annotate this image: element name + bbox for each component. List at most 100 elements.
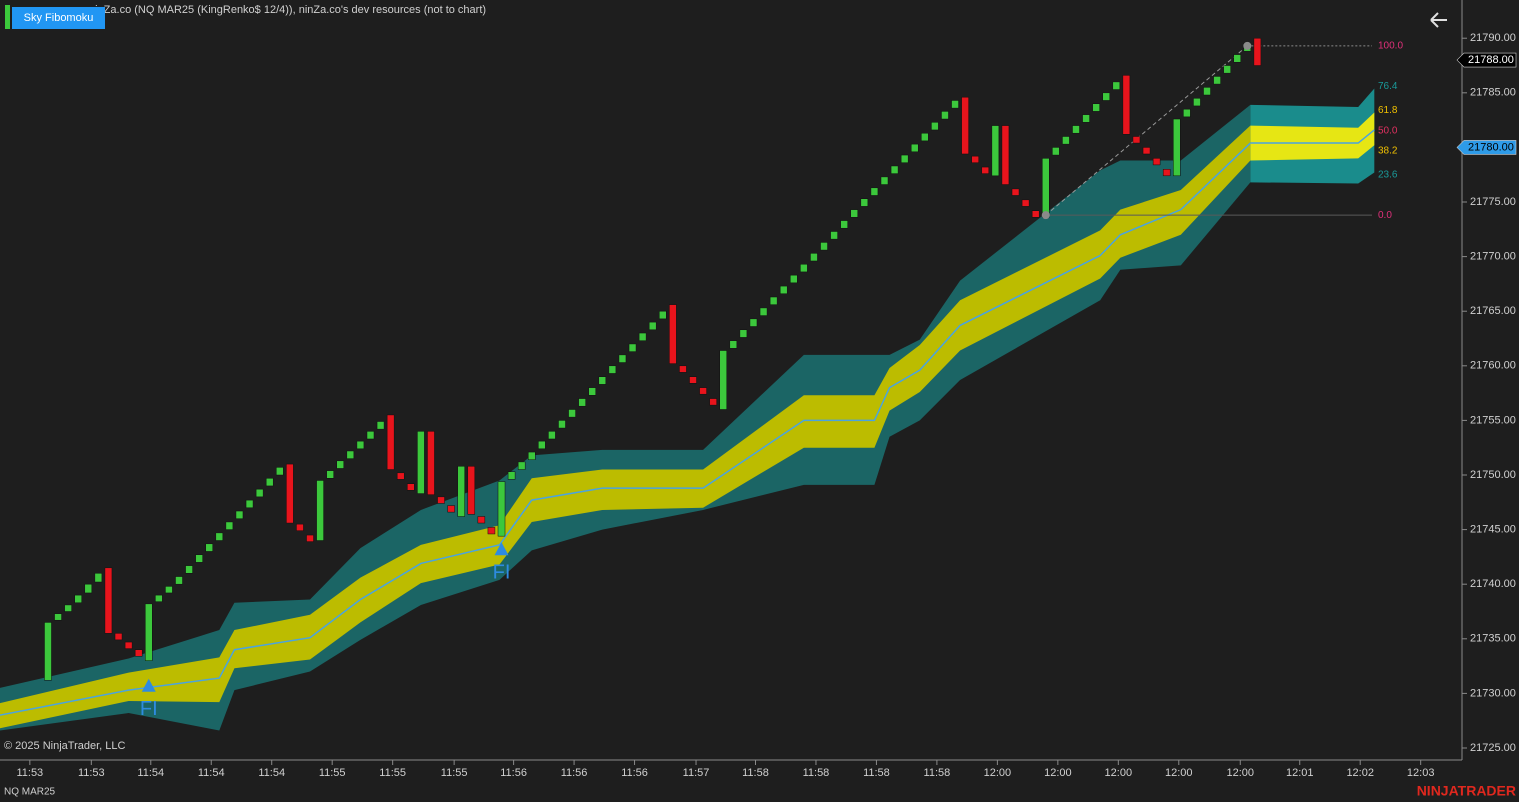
candle xyxy=(810,253,818,262)
x-tick-label: 11:56 xyxy=(561,767,588,779)
candle xyxy=(910,143,919,153)
candle xyxy=(890,165,899,174)
candle xyxy=(145,603,153,661)
back-arrow[interactable] xyxy=(1430,12,1447,28)
y-tick-label: 21785.00 xyxy=(1470,87,1516,99)
fib-level-label: 61.8 xyxy=(1378,105,1398,116)
candle xyxy=(921,132,929,142)
plot-area: FI FI xyxy=(0,37,1375,731)
candle xyxy=(1233,54,1241,63)
candle xyxy=(306,534,314,542)
fib-anchor xyxy=(1041,211,1050,220)
candle xyxy=(1173,118,1181,177)
candle xyxy=(669,304,677,364)
candle xyxy=(134,649,143,657)
brand-logo: NINJATRADER xyxy=(1417,783,1516,799)
candle xyxy=(44,622,52,681)
candle xyxy=(981,166,990,174)
price-marker-label: 21780.00 xyxy=(1468,141,1514,153)
x-tick-label: 11:56 xyxy=(621,767,648,779)
candle xyxy=(225,521,234,530)
candle xyxy=(1021,199,1030,207)
x-tick-label: 12:00 xyxy=(1044,767,1072,779)
mid-line xyxy=(1250,129,1375,144)
candle xyxy=(477,516,486,524)
candle xyxy=(971,155,979,163)
candle xyxy=(457,466,465,517)
fib-level-label: 0.0 xyxy=(1378,210,1392,221)
candle xyxy=(1152,158,1161,166)
candle xyxy=(870,187,879,196)
fib-level-label: 50.0 xyxy=(1378,126,1398,137)
candle xyxy=(407,483,415,491)
x-tick-label: 11:53 xyxy=(78,767,105,779)
candle xyxy=(739,329,748,338)
symbol-label: NQ MAR25 xyxy=(4,787,56,798)
candle xyxy=(1193,98,1201,107)
candle xyxy=(165,586,173,594)
candle xyxy=(1102,92,1110,101)
candle xyxy=(417,431,425,494)
candle xyxy=(659,310,667,320)
y-tick-label: 21745.00 xyxy=(1470,524,1516,536)
y-tick-label: 21765.00 xyxy=(1470,305,1516,317)
candle xyxy=(548,431,556,440)
candle xyxy=(860,198,869,207)
candle xyxy=(941,111,949,120)
candle xyxy=(1253,37,1262,66)
candle xyxy=(1183,108,1191,118)
candle xyxy=(1132,136,1141,144)
candle xyxy=(538,440,546,450)
x-tick-label: 11:53 xyxy=(16,767,43,779)
candle xyxy=(74,594,82,604)
candle xyxy=(679,365,687,373)
candle xyxy=(779,285,788,294)
candle xyxy=(94,573,103,583)
candle xyxy=(1203,87,1211,96)
indicator-button-label[interactable]: Sky Fibomoku xyxy=(24,12,94,24)
candle xyxy=(790,274,798,284)
x-tick-label: 11:58 xyxy=(924,767,951,779)
chart-title: ninZa.co (NQ MAR25 (KingRenko$ 12/4)), n… xyxy=(89,4,486,16)
candle xyxy=(900,154,909,163)
candle xyxy=(699,387,707,395)
candle xyxy=(689,376,697,384)
candle xyxy=(1052,147,1060,156)
x-tick-label: 11:56 xyxy=(500,767,527,779)
fib-level-label: 76.4 xyxy=(1378,81,1398,92)
candle xyxy=(114,633,123,641)
candle xyxy=(265,478,274,487)
x-tick-label: 11:55 xyxy=(379,767,406,779)
candle xyxy=(1213,76,1221,85)
candle xyxy=(346,450,355,459)
candle xyxy=(1223,65,1231,74)
fib-trend-line xyxy=(1045,45,1248,216)
candle xyxy=(558,420,566,429)
y-tick-label: 21790.00 xyxy=(1470,32,1516,44)
x-tick-label: 11:55 xyxy=(319,767,346,779)
candle xyxy=(245,499,254,509)
y-tick-label: 21735.00 xyxy=(1470,633,1516,645)
candle xyxy=(1112,81,1121,90)
y-tick-label: 21755.00 xyxy=(1470,414,1516,426)
candle xyxy=(618,354,627,363)
x-tick-label: 12:00 xyxy=(1105,767,1133,779)
candle xyxy=(719,350,727,410)
candle xyxy=(578,398,586,407)
y-tick-label: 21725.00 xyxy=(1470,742,1516,754)
candle xyxy=(386,414,395,470)
candle xyxy=(769,296,778,305)
indicator-button[interactable] xyxy=(12,7,105,29)
x-tick-label: 11:58 xyxy=(742,767,769,779)
price-marker xyxy=(1456,140,1517,155)
candle xyxy=(296,523,304,531)
candle xyxy=(326,470,334,479)
candle xyxy=(588,387,596,396)
candle xyxy=(185,565,193,574)
x-tick-label: 12:00 xyxy=(984,767,1012,779)
candle xyxy=(64,604,72,612)
y-tick-label: 21760.00 xyxy=(1470,360,1516,372)
status-bar xyxy=(5,5,10,29)
y-tick-label: 21740.00 xyxy=(1470,578,1516,590)
